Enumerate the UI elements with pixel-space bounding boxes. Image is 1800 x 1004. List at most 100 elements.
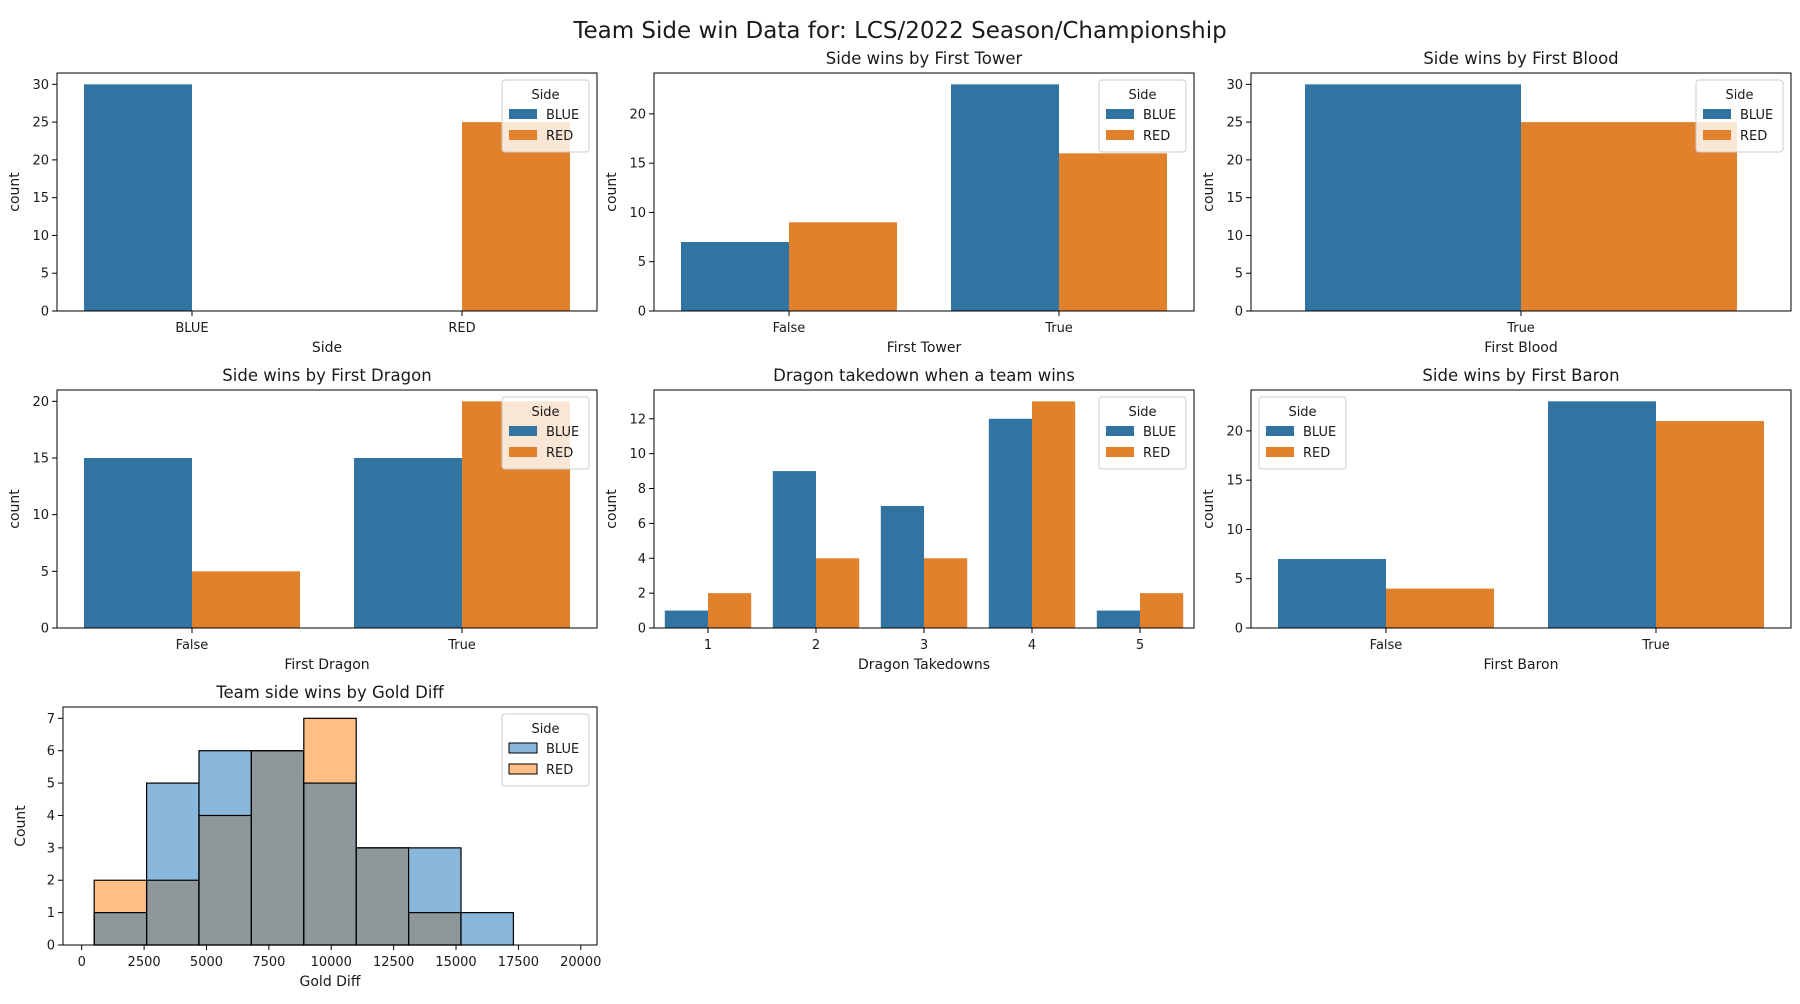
y-tick-label: 5 [47,777,55,792]
bar-blue-blue [84,84,192,311]
y-tick-label: 0 [1235,622,1243,637]
legend-swatch-blue [508,742,538,754]
bar-red-5 [1140,593,1184,628]
bar-red-red [462,122,570,311]
x-tick-label: False [1370,638,1403,653]
x-tick-label: True [1641,638,1670,653]
y-tick-label: 20 [629,107,646,122]
y-tick-label: 0 [47,939,55,954]
x-tick-label: True [1506,321,1535,336]
legend-label-blue: BLUE [546,108,579,123]
hist-bar-overlap [356,847,409,945]
y-tick-label: 15 [1226,474,1243,489]
bar-red-false [1386,588,1494,628]
x-axis-label: First Dragon [284,657,369,673]
legend-label-blue: BLUE [546,742,579,757]
x-tick-label: 0 [78,955,86,970]
panel-title: Side wins by First Tower [826,49,1023,68]
legend-swatch-blue [1106,109,1134,119]
chart-panel-3: True 0 5 10 15 20 25 30 count Side wins by First … [1201,49,1792,356]
x-tick-label: 5 [1136,638,1144,653]
y-tick-label: 3 [47,841,55,856]
legend-label-blue: BLUE [1740,108,1773,123]
hist-bar-blue [408,847,462,913]
y-tick-label: 25 [1226,116,1243,131]
y-tick-label: 1 [47,906,55,921]
y-tick-label: 12 [629,412,646,427]
bar-red-false [789,222,897,311]
x-axis-label: First Baron [1484,657,1559,673]
x-axis-label: First Tower [887,340,962,356]
legend-label-red: RED [546,446,573,461]
y-tick-label: 0 [41,305,49,320]
legend-label-red: RED [1740,129,1767,144]
bar-red-2 [816,558,860,628]
bar-red-1 [708,593,752,628]
plot-frame [56,389,598,629]
legend: Side BLUE RED [1695,79,1784,153]
bar-blue-2 [772,471,816,628]
hist-bar-blue [146,783,199,881]
plot-frame [62,706,598,946]
chart-panel-1: BLUE RED 0 5 10 15 20 25 30 count Side Side BLUE RED [7,72,598,356]
bar-blue-4 [988,418,1032,628]
legend-label-blue: BLUE [1303,425,1336,440]
y-tick-label: 4 [638,552,646,567]
legend-title: Side [1725,88,1753,103]
legend-swatch-red [1106,130,1134,140]
bar-red-3 [924,558,968,628]
bar-blue-true [354,458,462,628]
legend-swatch-red [1703,130,1731,140]
y-tick-label: 10 [1226,229,1243,244]
y-axis-label: count [1201,172,1217,212]
hist-bar-blue [461,912,514,945]
bar-red-true [1059,153,1167,311]
panel-title: Side wins by First Dragon [222,366,431,385]
y-axis-label: count [604,172,620,212]
bar-red-false [192,571,300,628]
x-axis-label: Dragon Takedowns [858,657,990,673]
legend-title: Side [1128,405,1156,420]
legend-swatch-blue [1703,109,1731,119]
x-tick-label: RED [448,321,475,336]
legend-swatch-red [509,447,537,457]
legend: Side BLUE RED [501,713,590,787]
y-tick-label: 30 [32,78,49,93]
legend-title: Side [531,722,559,737]
legend-title: Side [531,88,559,103]
x-tick-label: 12500 [373,955,414,970]
chart-panel-7: 0 2500 5000 7500 10000 12500 15000 17500 20000 0 1… [13,683,601,990]
y-tick-label: 15 [32,191,49,206]
x-tick-label: False [773,321,806,336]
x-tick-label: True [1044,321,1073,336]
bar-blue-false [681,242,789,311]
x-tick-label: 17500 [498,955,539,970]
bar-blue-3 [880,505,924,628]
chart-panel-2: False True 0 5 10 15 20 count Side wins by First… [604,49,1195,356]
legend-label-red: RED [1143,129,1170,144]
plot-frame [653,72,1195,312]
x-tick-label: 3 [920,638,928,653]
hist-bar-overlap [251,750,304,945]
legend-label-blue: BLUE [1143,425,1176,440]
bar-red-true [1656,421,1764,628]
y-tick-label: 7 [47,712,55,727]
y-tick-label: 5 [638,255,646,270]
legend-title: Side [1128,88,1156,103]
plot-frame [1250,72,1792,312]
y-tick-label: 15 [32,452,49,467]
y-axis-label: count [604,489,620,529]
y-tick-label: 2 [47,874,55,889]
hist-bar-overlap [198,815,252,945]
legend-label-red: RED [546,763,573,778]
y-tick-label: 6 [47,744,55,759]
legend-label-red: RED [546,129,573,144]
bar-blue-false [84,458,192,628]
x-tick-label: 7500 [252,955,285,970]
legend-title: Side [531,405,559,420]
legend-swatch-red [508,763,538,775]
panel-title: Dragon takedown when a team wins [773,366,1075,385]
x-tick-label: BLUE [175,321,208,336]
y-tick-label: 8 [638,482,646,497]
